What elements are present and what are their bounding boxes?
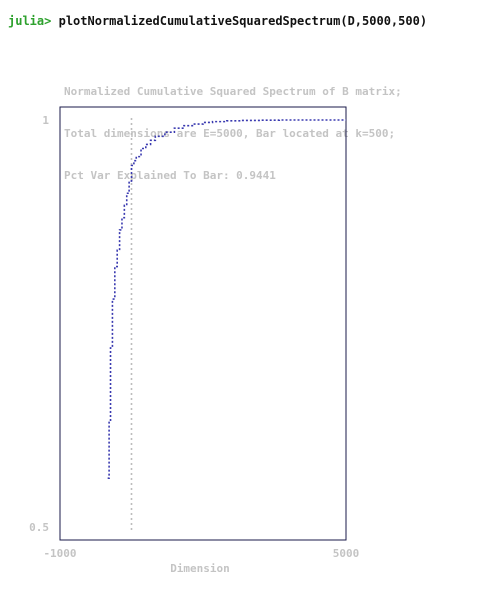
terminal-command-line: julia> plotNormalizedCumulativeSquaredSp… [8,14,427,28]
x-tick-label: -1000 [43,547,76,560]
caption-line-1: Normalized Cumulative Squared Spectrum o… [64,85,402,98]
plot-caption: Normalized Cumulative Squared Spectrum o… [64,57,402,197]
command-text: plotNormalizedCumulativeSquaredSpectrum(… [58,14,428,28]
julia-prompt: julia> [8,14,52,28]
caption-line-2: Total dimensions are E=5000, Bar located… [64,127,396,140]
x-tick-label: 5000 [333,547,360,560]
y-tick-label: 1 [42,114,49,127]
plot-frame [59,106,347,541]
cumulative-series-line [107,119,346,479]
x-axis-label: Dimension [170,562,230,575]
y-tick-label: 0.5 [29,521,49,534]
